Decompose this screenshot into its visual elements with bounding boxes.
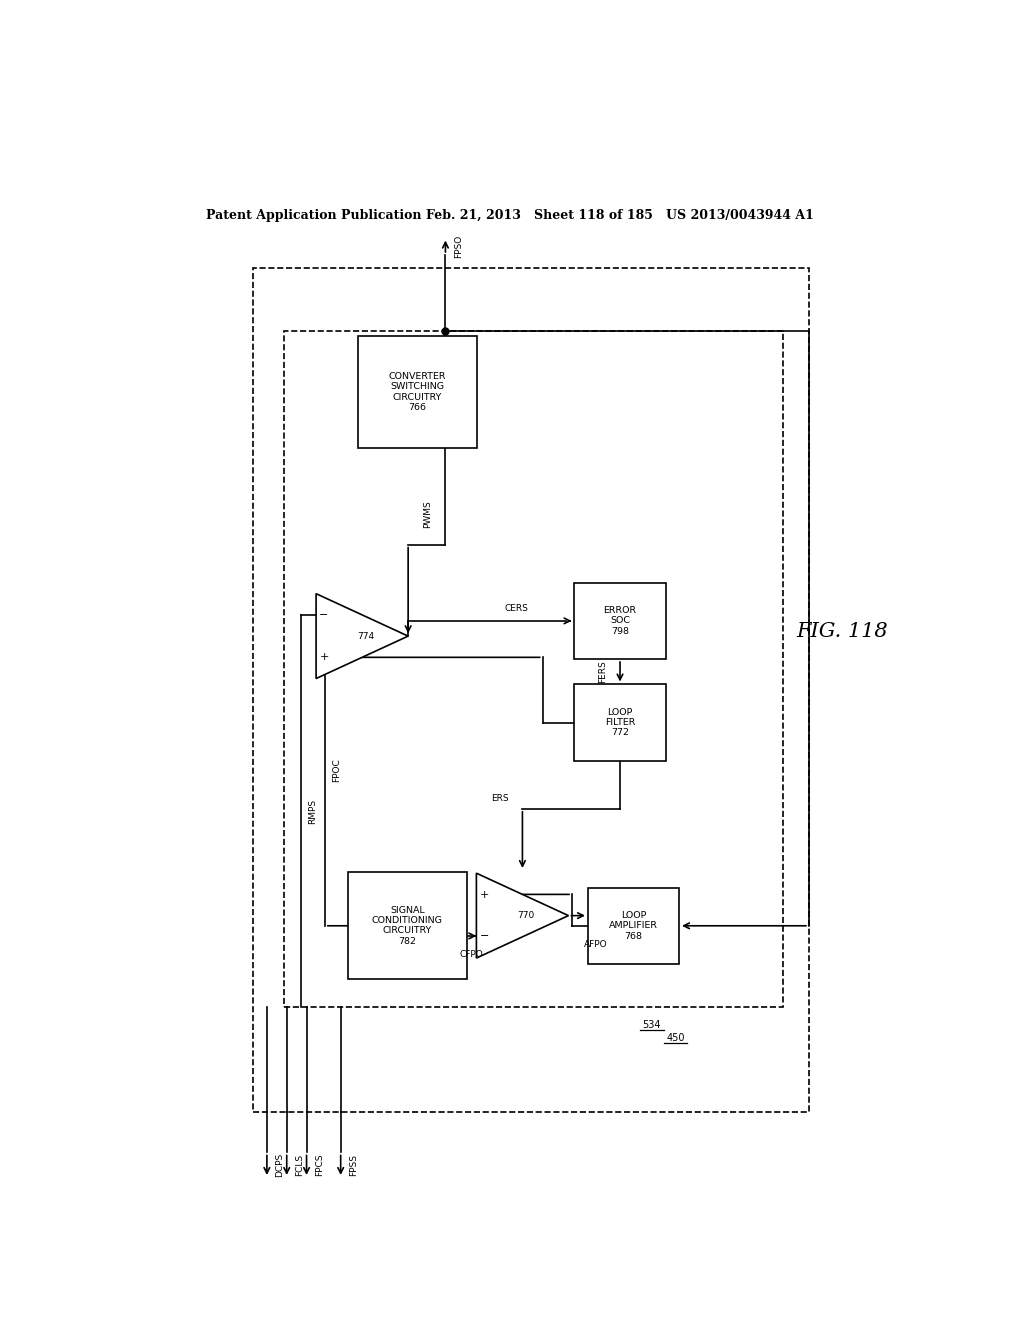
Text: Feb. 21, 2013   Sheet 118 of 185   US 2013/0043944 A1: Feb. 21, 2013 Sheet 118 of 185 US 2013/0… — [426, 209, 813, 222]
Bar — [358, 337, 477, 447]
Text: CONVERTER
SWITCHING
CIRCUITRY
766: CONVERTER SWITCHING CIRCUITRY 766 — [389, 372, 446, 412]
Bar — [253, 268, 809, 1111]
Text: 534: 534 — [642, 1020, 662, 1031]
Bar — [574, 582, 666, 659]
Text: +: + — [319, 652, 329, 661]
Text: FERS: FERS — [598, 660, 607, 682]
Text: RMPS: RMPS — [308, 799, 317, 824]
Text: 774: 774 — [356, 631, 374, 640]
Text: PWMS: PWMS — [424, 500, 432, 528]
Text: LOOP
FILTER
772: LOOP FILTER 772 — [605, 708, 635, 738]
Text: FPCS: FPCS — [314, 1154, 324, 1176]
Text: LOOP
AMPLIFIER
768: LOOP AMPLIFIER 768 — [609, 911, 658, 941]
Text: ERROR
SOC
798: ERROR SOC 798 — [603, 606, 637, 636]
Text: DCPS: DCPS — [275, 1152, 284, 1176]
Text: FPSO: FPSO — [454, 235, 463, 259]
Bar — [574, 684, 666, 760]
Bar — [285, 331, 782, 1007]
Polygon shape — [476, 873, 568, 958]
Text: CERS: CERS — [505, 605, 528, 614]
Text: FPSS: FPSS — [349, 1154, 357, 1176]
Bar — [588, 887, 679, 964]
Text: Patent Application Publication: Patent Application Publication — [206, 209, 421, 222]
Text: FIG. 118: FIG. 118 — [797, 622, 888, 640]
Polygon shape — [316, 594, 409, 678]
Text: SIGNAL
CONDITIONING
CIRCUITRY
782: SIGNAL CONDITIONING CIRCUITRY 782 — [372, 906, 442, 946]
Bar — [348, 873, 467, 979]
Text: −: − — [479, 931, 489, 941]
Text: 770: 770 — [517, 911, 535, 920]
Text: AFPO: AFPO — [584, 940, 607, 949]
Text: CFPO: CFPO — [460, 950, 483, 958]
Text: +: + — [479, 890, 489, 900]
Text: 450: 450 — [667, 1032, 685, 1043]
Text: −: − — [319, 610, 329, 620]
Text: FCLS: FCLS — [295, 1154, 304, 1176]
Text: ERS: ERS — [492, 795, 509, 804]
Text: FPOC: FPOC — [332, 759, 341, 783]
